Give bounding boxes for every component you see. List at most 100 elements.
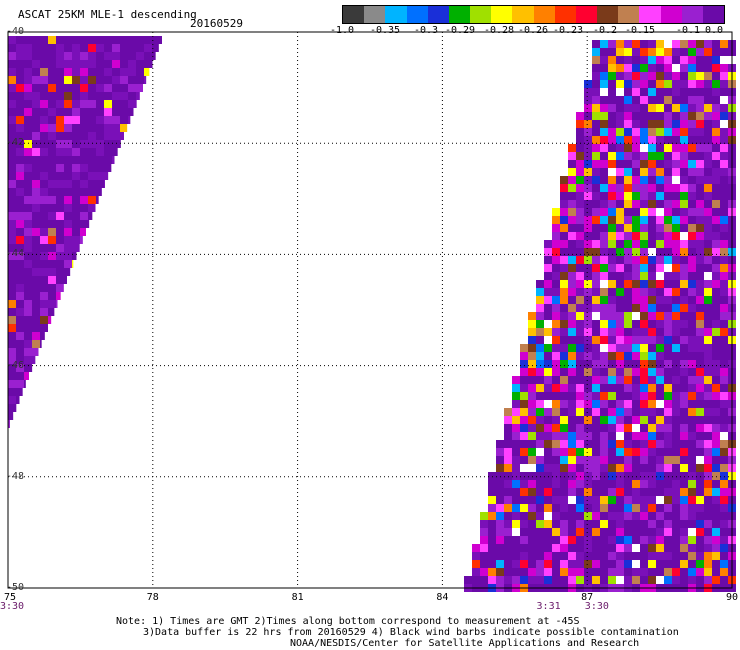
swath-cell-right [608,88,616,96]
swath-cell-right [608,336,616,344]
swath-cell-right [584,304,592,312]
swath-cell-right [672,464,680,472]
swath-cell-right [632,392,640,400]
swath-cell-right [672,208,680,216]
swath-cell-left [56,172,64,180]
swath-cell-right [680,80,688,88]
swath-cell-right [712,464,720,472]
swath-cell-left [80,220,88,228]
swath-cell-right [704,144,712,152]
swath-cell-right [712,504,720,512]
swath-cell-left [104,172,109,180]
swath-cell-right [592,352,600,360]
swath-cell-right [600,248,608,256]
colorbar-swatch [533,6,555,23]
swath-cell-right [688,216,696,224]
swath-cell-left [8,132,16,140]
swath-cell-right [688,456,696,464]
swath-cell-right [696,184,704,192]
swath-cell-right [656,200,664,208]
swath-cell-left [80,36,88,44]
swath-cell-right [632,224,640,232]
swath-cell-right [536,512,544,520]
swath-cell-right [568,192,576,200]
swath-cell-right [632,464,640,472]
swath-cell-right [528,440,536,448]
swath-cell-right [536,464,544,472]
swath-cell-right [704,224,712,232]
swath-cell-right [608,160,616,168]
swath-cell-right [648,504,656,512]
swath-cell-right [600,488,608,496]
swath-cell-right [672,104,680,112]
swath-cell-right [632,232,640,240]
swath-cell-right [632,208,640,216]
swath-cell-left [24,84,32,92]
swath-cell-right [536,480,544,488]
swath-cell-left [56,124,64,132]
y-tick-label: -42 [6,137,25,149]
swath-cell-right [664,328,672,336]
swath-cell-right [568,440,576,448]
swath-cell-right [664,368,672,376]
swath-cell-right [592,416,600,424]
swath-cell-right [656,456,664,464]
swath-cell-right [696,104,704,112]
swath-cell-right [720,504,728,512]
swath-cell-right [592,512,600,520]
swath-cell-right [632,432,640,440]
swath-cell-right [664,320,672,328]
colorbar-label: 0.0 [704,25,724,36]
swath-cell-right [680,552,688,560]
swath-cell-right [664,40,672,48]
swath-cell-right [664,256,672,264]
swath-cell-right [672,48,680,56]
swath-cell-right [712,520,720,528]
swath-cell-left [72,164,80,172]
swath-cell-right [576,208,584,216]
swath-cell-right [560,488,568,496]
swath-cell-right [704,192,712,200]
swath-cell-right [568,224,576,232]
swath-cell-left [24,156,32,164]
swath-cell-right [624,72,632,80]
swath-cell-right [656,568,664,576]
colorbar-label: -0.15 [624,25,656,36]
swath-cell-right [624,488,632,496]
swath-cell-right [600,72,608,80]
swath-cell-left [72,252,77,260]
swath-cell-right [616,368,624,376]
swath-cell-right [616,72,624,80]
swath-cell-right [672,392,680,400]
swath-cell-right [648,464,656,472]
swath-cell-right [496,496,504,504]
time-label: 3:30 [0,601,25,612]
swath-cell-right [680,248,688,256]
swath-cell-right [552,480,560,488]
swath-cell-right [544,520,552,528]
swath-cell-right [624,320,632,328]
swath-cell-right [672,424,680,432]
swath-cell-right [720,96,728,104]
swath-cell-left [112,44,120,52]
swath-cell-right [616,128,624,136]
swath-cell-left [112,108,120,116]
swath-cell-right [720,120,728,128]
swath-cell-left [72,76,80,84]
swath-cell-right [640,392,648,400]
swath-cell-right [552,456,560,464]
swath-cell-right [648,408,656,416]
swath-cell-right [688,144,696,152]
swath-cell-right [680,256,688,264]
swath-cell-right [576,248,584,256]
swath-cell-right [640,496,648,504]
swath-cell-right [568,296,576,304]
swath-cell-right [696,424,704,432]
swath-cell-left [24,196,32,204]
swath-cell-right [688,48,696,56]
swath-cell-right [496,512,504,520]
swath-cell-right [592,432,600,440]
swath-cell-right [560,368,568,376]
swath-cell-left [40,212,48,220]
swath-cell-right [576,200,584,208]
